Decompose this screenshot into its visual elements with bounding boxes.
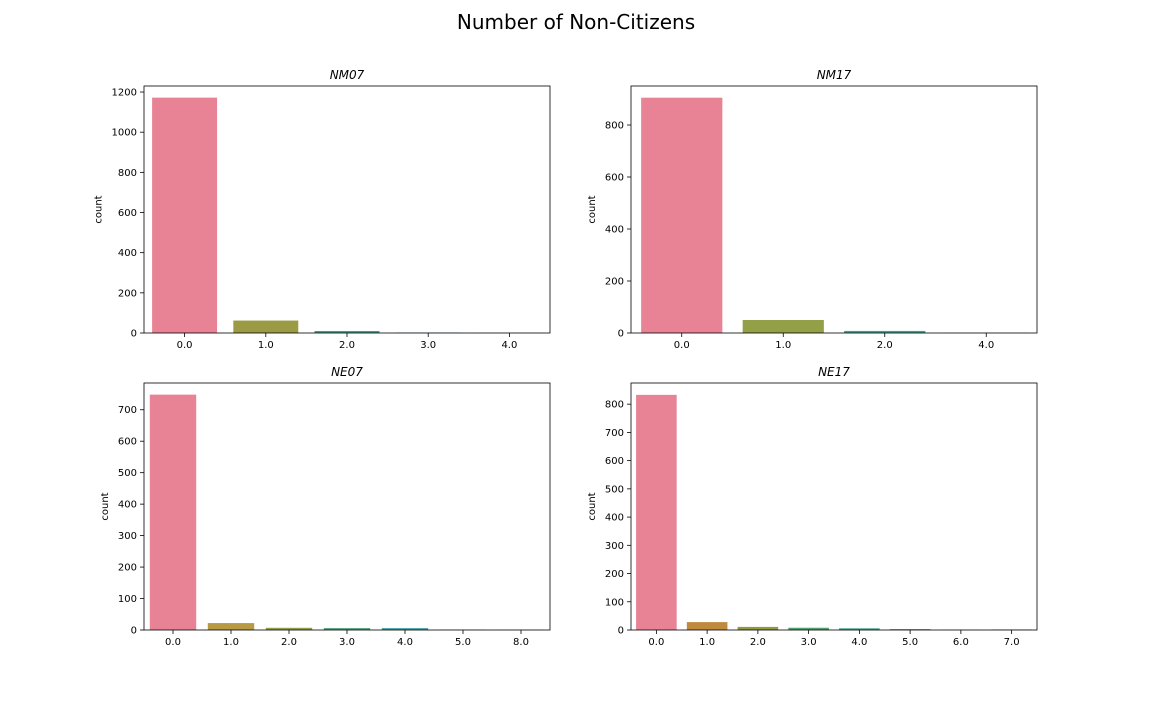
x-tick-label: 2.0 bbox=[877, 340, 893, 351]
bar bbox=[314, 330, 380, 333]
y-tick-label: 500 bbox=[118, 468, 137, 479]
y-tick-label: 700 bbox=[118, 405, 137, 416]
bar bbox=[152, 97, 218, 333]
bar bbox=[742, 320, 824, 333]
bar bbox=[265, 627, 313, 630]
x-tick-label: 1.0 bbox=[775, 340, 791, 351]
x-tick-label: 3.0 bbox=[339, 637, 355, 648]
bar bbox=[889, 629, 931, 630]
axes-frame bbox=[630, 382, 1038, 631]
x-tick-label: 2.0 bbox=[281, 637, 297, 648]
y-tick-label: 200 bbox=[118, 288, 137, 299]
y-tick-label: 0 bbox=[618, 626, 624, 637]
y-tick-label: 600 bbox=[605, 173, 624, 184]
y-tick-label: 0 bbox=[618, 329, 624, 340]
x-tick-label: 1.0 bbox=[699, 637, 715, 648]
x-tick-label: 5.0 bbox=[455, 637, 471, 648]
subplot-title: NE07 bbox=[331, 365, 363, 379]
x-tick-label: 3.0 bbox=[420, 340, 436, 351]
x-tick-label: 2.0 bbox=[339, 340, 355, 351]
y-tick-label: 600 bbox=[605, 456, 624, 467]
x-tick-label: 0.0 bbox=[177, 340, 193, 351]
x-tick-label: 3.0 bbox=[801, 637, 817, 648]
axes-frame bbox=[143, 382, 551, 631]
y-axis-label: count bbox=[587, 492, 598, 520]
x-tick-label: 8.0 bbox=[513, 637, 529, 648]
y-tick-label: 700 bbox=[605, 428, 624, 439]
y-tick-label: 500 bbox=[605, 484, 624, 495]
bar bbox=[737, 626, 779, 630]
y-tick-label: 100 bbox=[118, 594, 137, 605]
y-tick-label: 200 bbox=[118, 563, 137, 574]
y-tick-label: 800 bbox=[605, 121, 624, 132]
y-tick-label: 1000 bbox=[112, 128, 137, 139]
bar bbox=[686, 622, 728, 630]
x-tick-label: 1.0 bbox=[258, 340, 274, 351]
y-tick-label: 200 bbox=[605, 277, 624, 288]
bar bbox=[636, 394, 677, 630]
x-tick-label: 0.0 bbox=[648, 637, 664, 648]
x-tick-label: 2.0 bbox=[750, 637, 766, 648]
y-tick-label: 0 bbox=[131, 329, 137, 340]
y-tick-label: 100 bbox=[605, 597, 624, 608]
y-tick-label: 800 bbox=[605, 400, 624, 411]
subplot-3: 0.0 1.0 2.0 3.0 4.0 5.0 8.0 0 100 200 300 400 500 600… bbox=[100, 365, 551, 648]
subplot-title: NE17 bbox=[818, 365, 850, 379]
y-axis-label: count bbox=[587, 195, 598, 223]
bar bbox=[207, 623, 255, 630]
y-tick-label: 300 bbox=[118, 531, 137, 542]
bar bbox=[844, 330, 926, 333]
y-tick-label: 400 bbox=[605, 225, 624, 236]
y-tick-label: 200 bbox=[605, 569, 624, 580]
subplot-1: 0.0 1.0 2.0 3.0 4.0 0 200 400 600 800 1000 1200 coun… bbox=[93, 68, 551, 351]
y-tick-label: 1200 bbox=[112, 88, 137, 99]
bar bbox=[839, 628, 880, 630]
x-tick-label: 4.0 bbox=[397, 637, 413, 648]
axes-frame bbox=[630, 85, 1038, 334]
x-tick-label: 0.0 bbox=[165, 637, 181, 648]
y-tick-label: 600 bbox=[118, 208, 137, 219]
x-tick-label: 7.0 bbox=[1004, 637, 1020, 648]
x-tick-label: 4.0 bbox=[501, 340, 517, 351]
subplot-4: 0.0 1.0 2.0 3.0 4.0 5.0 6.0 7.0 0 100 200 300 400 500… bbox=[587, 365, 1038, 648]
y-tick-label: 800 bbox=[118, 168, 137, 179]
y-axis-label: count bbox=[93, 195, 104, 223]
x-tick-label: 6.0 bbox=[953, 637, 969, 648]
y-tick-label: 400 bbox=[605, 513, 624, 524]
y-tick-label: 300 bbox=[605, 541, 624, 552]
y-tick-label: 0 bbox=[131, 626, 137, 637]
bar bbox=[788, 627, 829, 630]
bar bbox=[233, 320, 299, 333]
bar bbox=[381, 628, 429, 630]
bar bbox=[149, 394, 197, 630]
x-tick-label: 1.0 bbox=[223, 637, 239, 648]
bar bbox=[641, 97, 723, 333]
bar bbox=[323, 628, 371, 630]
subplot-title: NM17 bbox=[817, 68, 852, 82]
x-tick-label: 4.0 bbox=[851, 637, 867, 648]
y-tick-label: 600 bbox=[118, 437, 137, 448]
subplot-title: NM07 bbox=[330, 68, 365, 82]
figure-title: Number of Non-Citizens bbox=[456, 10, 696, 34]
y-axis-label: count bbox=[100, 492, 111, 520]
subplot-2: 0.0 1.0 2.0 4.0 0 200 400 600 800 count NM17 bbox=[587, 68, 1038, 351]
x-tick-label: 4.0 bbox=[978, 340, 994, 351]
x-tick-label: 0.0 bbox=[674, 340, 690, 351]
y-tick-label: 400 bbox=[118, 500, 137, 511]
y-tick-label: 400 bbox=[118, 248, 137, 259]
x-tick-label: 5.0 bbox=[902, 637, 918, 648]
